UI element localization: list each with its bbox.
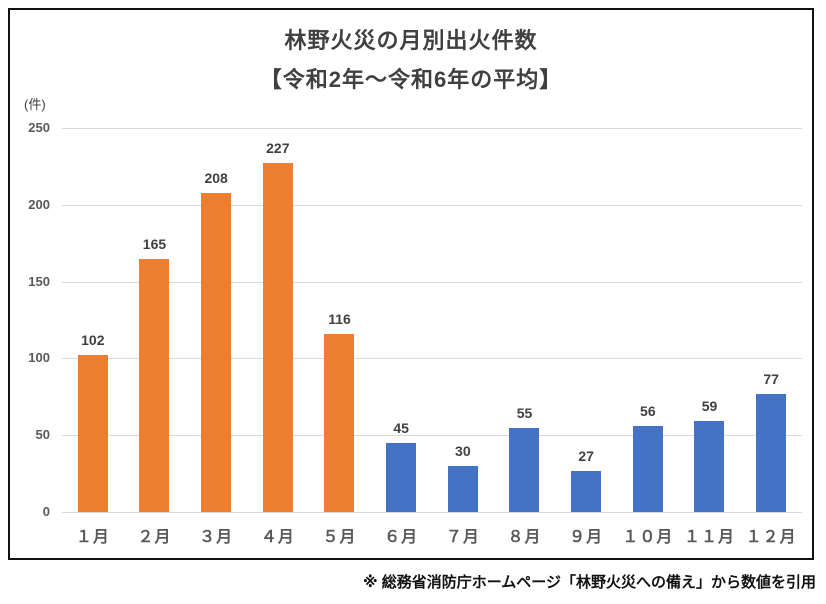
bar-value-label: 208 — [204, 170, 228, 186]
bar-month-12 — [756, 394, 787, 512]
y-tick-label: 150 — [28, 274, 50, 289]
bar-value-label: 77 — [763, 371, 779, 387]
gridline — [62, 358, 802, 359]
bar-month-10 — [632, 426, 663, 512]
bar-slot: 77 １２月 — [740, 128, 802, 546]
x-axis-label: ６月 — [384, 529, 419, 546]
bar-slot: 30 ７月 — [432, 128, 494, 546]
bar-slot: 59 １１月 — [679, 128, 741, 546]
bar-value-label: 116 — [328, 311, 351, 327]
bar-slot: 27 ９月 — [555, 128, 617, 546]
x-axis-label: １２月 — [745, 529, 797, 546]
gridline — [62, 512, 802, 513]
x-axis-label: ５月 — [322, 529, 357, 546]
plot-area: 0 50 100 150 200 250 102 １月 165 ２月 208 ３月 227 ４月 116 ５月… — [28, 120, 802, 546]
x-axis-label: ２月 — [137, 529, 172, 546]
x-axis-label: ９月 — [569, 529, 604, 546]
bar-month-7 — [447, 466, 478, 512]
bar-month-9 — [571, 471, 602, 512]
x-axis-label: ７月 — [445, 529, 480, 546]
x-axis-label: １１月 — [683, 529, 735, 546]
bar-month-1 — [77, 355, 108, 512]
bar-slot: 116 ５月 — [309, 128, 371, 546]
x-axis-label: ８月 — [507, 529, 542, 546]
bar-value-label: 59 — [701, 398, 718, 414]
bar-slot: 102 １月 — [62, 128, 124, 546]
chart-title-line1: 林野火災の月別出火件数 — [284, 28, 538, 53]
bar-value-label: 102 — [81, 332, 105, 348]
x-axis-label: ４月 — [260, 529, 295, 546]
gridline — [62, 128, 802, 129]
source-citation: ※ 総務省消防庁ホームページ「林野火災への備え」から数値を引用 — [362, 574, 816, 591]
bar-value-label: 30 — [455, 443, 471, 459]
gridline — [62, 282, 802, 283]
bar-slot: 165 ２月 — [124, 128, 186, 546]
bar-slot: 56 １０月 — [617, 128, 679, 546]
bar-month-4 — [262, 163, 293, 512]
y-axis-unit-label: (件) — [24, 97, 46, 112]
x-axis-label: ３月 — [199, 529, 234, 546]
bar-slot: 55 ８月 — [494, 128, 556, 546]
gridline — [62, 435, 802, 436]
bar-month-2 — [139, 259, 170, 512]
bar-value-label: 227 — [266, 140, 290, 156]
bar-slot: 45 ６月 — [370, 128, 432, 546]
bar-value-label: 165 — [142, 236, 167, 252]
chart-title-line2: 【令和2年～令和6年の平均】 — [259, 67, 563, 92]
bar-value-label: 27 — [578, 448, 594, 464]
bar-month-6 — [386, 443, 417, 512]
bar-month-11 — [694, 421, 725, 512]
y-tick-label: 200 — [28, 197, 50, 212]
y-tick-label: 0 — [42, 504, 50, 519]
bar-month-5 — [324, 334, 355, 512]
bar-value-label: 45 — [393, 420, 409, 436]
x-axis-label: １月 — [75, 529, 110, 546]
y-tick-label: 50 — [35, 427, 50, 442]
bar-value-label: 55 — [516, 405, 533, 421]
gridline — [62, 205, 802, 206]
bar-month-8 — [509, 428, 540, 512]
y-tick-label: 250 — [28, 120, 50, 135]
bar-month-3 — [201, 193, 232, 512]
chart-container: 林野火災の月別出火件数 【令和2年～令和6年の平均】 (件) 0 50 100 150… — [8, 8, 814, 560]
bar-value-label: 56 — [640, 403, 656, 419]
bar-slot: 208 ３月 — [185, 128, 247, 546]
y-tick-label: 100 — [28, 350, 50, 365]
x-axis-label: １０月 — [622, 529, 674, 546]
bar-slot: 227 ４月 — [247, 128, 309, 546]
